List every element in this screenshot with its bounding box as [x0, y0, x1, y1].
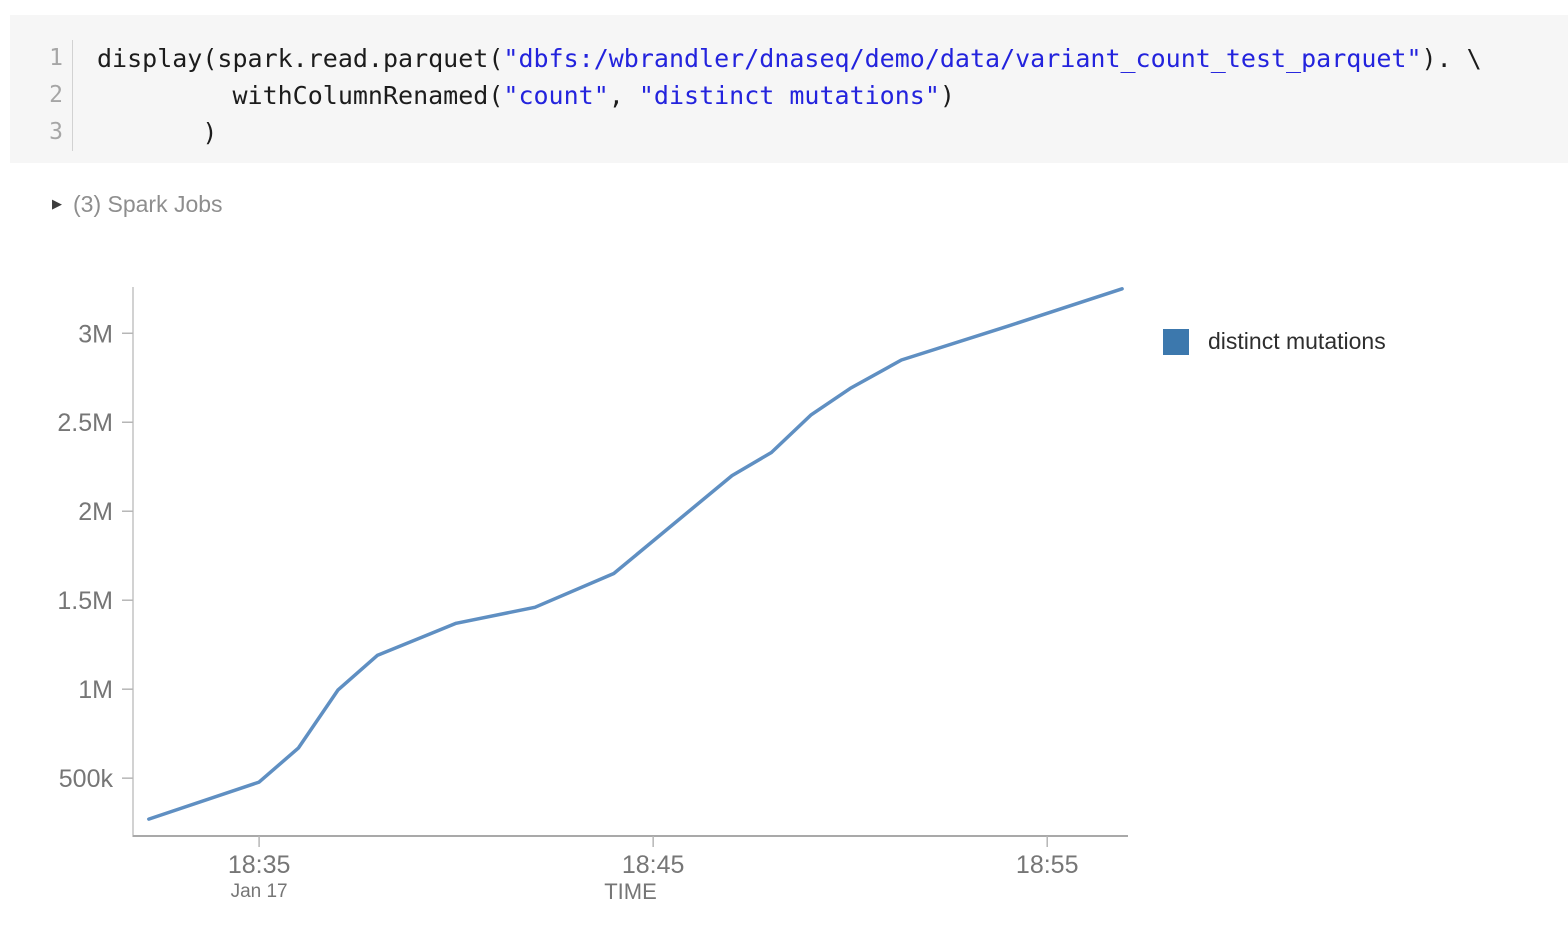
y-tick-label: 1M	[78, 676, 113, 704]
code-line: )	[97, 118, 218, 147]
y-tick-label: 2.5M	[57, 409, 113, 437]
spark-jobs-label: (3) Spark Jobs	[73, 191, 223, 217]
y-tick-label: 500k	[59, 765, 114, 793]
x-tick-label: 18:55	[1016, 851, 1079, 879]
data-line-distinct-mutations	[147, 287, 1124, 821]
line-number: 3	[49, 119, 63, 145]
x-tick-label: 18:35	[228, 851, 291, 879]
y-tick-label: 2M	[78, 498, 113, 526]
code-line: withColumnRenamed("count", "distinct mut…	[97, 81, 955, 110]
y-tick-label: 3M	[78, 320, 113, 348]
x-tick-label: 18:45	[622, 851, 685, 879]
line-number: 1	[49, 45, 63, 71]
code-editor[interactable]: display(spark.read.parquet("dbfs:/wbrand…	[73, 40, 1482, 151]
legend-swatch-icon	[1163, 328, 1189, 355]
code-line: display(spark.read.parquet("dbfs:/wbrand…	[97, 44, 1482, 73]
line-number-gutter: 1 2 3	[10, 40, 73, 151]
y-tick-label: 1.5M	[57, 587, 113, 615]
chart-legend: distinct mutations	[1163, 328, 1386, 355]
legend-label: distinct mutations	[1208, 328, 1386, 354]
code-cell[interactable]: 1 2 3 display(spark.read.parquet("dbfs:/wb…	[10, 15, 1568, 163]
x-axis-title: TIME	[604, 879, 657, 904]
line-number: 2	[49, 82, 63, 108]
disclosure-triangle-icon[interactable]: ▶	[52, 196, 62, 211]
x-axis-date-label: Jan 17	[231, 881, 288, 902]
spark-jobs-toggle[interactable]: ▶ (3) Spark Jobs	[52, 191, 223, 217]
